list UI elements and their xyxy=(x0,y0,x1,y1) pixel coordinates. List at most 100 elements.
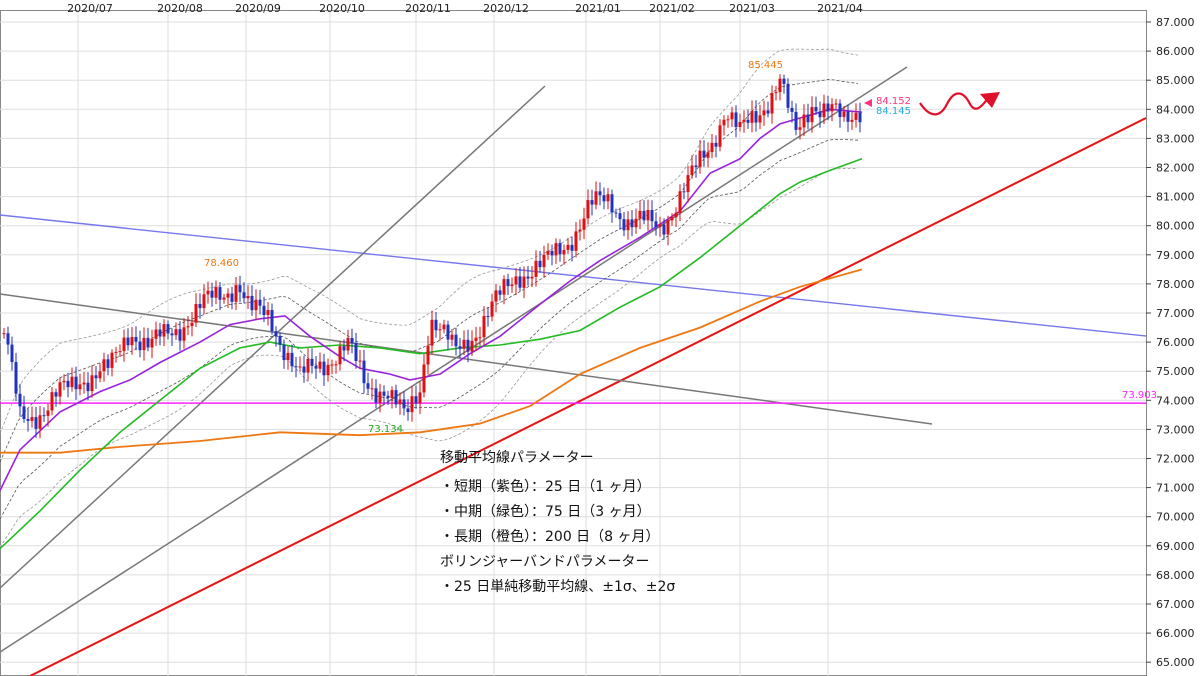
price-annotation: 84.152 xyxy=(876,96,911,107)
candle-body xyxy=(146,337,150,348)
candle-body xyxy=(782,78,786,84)
price-annotation: 78.460 xyxy=(204,258,239,269)
parameter-note: ボリンジャーバンドパラメーター xyxy=(440,554,649,570)
candle-body xyxy=(686,175,690,193)
candle-body xyxy=(218,287,222,300)
candle-body xyxy=(522,276,526,288)
candle-body xyxy=(78,384,82,390)
candle-body xyxy=(50,392,54,411)
candle-body xyxy=(590,200,594,205)
candle-body xyxy=(562,250,566,255)
candle-body xyxy=(578,229,582,232)
candle-body xyxy=(182,327,186,341)
candle-body xyxy=(554,243,558,256)
candle-body xyxy=(230,293,234,302)
candle-body xyxy=(58,382,62,397)
candle-body xyxy=(474,337,478,341)
candle-body xyxy=(450,334,454,340)
candle-body xyxy=(774,92,778,94)
candle-body xyxy=(66,380,70,388)
bollinger-band-line xyxy=(0,138,859,520)
candle-body xyxy=(54,392,58,397)
month-label: 2021/03 xyxy=(729,2,775,15)
month-label: 2021/02 xyxy=(649,2,695,15)
ma25-line xyxy=(0,108,863,491)
candle-body xyxy=(358,360,362,362)
candle-body xyxy=(614,212,618,214)
candle-body xyxy=(398,399,402,405)
candle-body xyxy=(610,194,614,213)
candle-body xyxy=(454,334,458,347)
candle-body xyxy=(742,119,746,122)
candle-body xyxy=(794,111,798,130)
candle-body xyxy=(42,415,46,417)
candle-body xyxy=(718,125,722,147)
bollinger-bands xyxy=(0,48,859,548)
candle-body xyxy=(602,195,606,202)
trend-lines xyxy=(0,66,1147,676)
candle-body xyxy=(530,276,534,279)
candle-body xyxy=(690,165,694,175)
candle-body xyxy=(630,219,634,228)
candle-body xyxy=(306,358,310,373)
bollinger-band-line xyxy=(0,167,859,548)
y-tick-label: 69.000 xyxy=(1156,540,1195,553)
candle-body xyxy=(442,324,446,330)
candle-body xyxy=(242,292,246,299)
current-price-marker-icon xyxy=(864,99,872,107)
candle-body xyxy=(662,224,666,235)
candle-body xyxy=(314,365,318,369)
candle-body xyxy=(62,380,66,383)
candle-body xyxy=(206,290,210,295)
candle-body xyxy=(702,150,706,158)
candle-body xyxy=(238,285,242,293)
month-label: 2020/12 xyxy=(483,2,529,15)
candle-body xyxy=(510,284,514,287)
candle-body xyxy=(414,396,418,404)
candle-body xyxy=(310,358,314,366)
y-tick-label: 73.000 xyxy=(1156,423,1195,436)
candle-body xyxy=(818,111,822,118)
candle-body xyxy=(138,341,142,351)
candle-body xyxy=(598,191,602,196)
candle-body xyxy=(422,364,426,393)
y-tick-label: 75.000 xyxy=(1156,365,1195,378)
ma200-line xyxy=(0,268,863,454)
candle-body xyxy=(334,364,338,366)
candle-body xyxy=(362,360,366,384)
candle-body xyxy=(730,112,734,120)
candle-body xyxy=(486,316,490,317)
y-tick-label: 79.000 xyxy=(1156,249,1195,262)
candlesticks xyxy=(2,74,862,439)
price-annotation: 85.445 xyxy=(748,60,783,71)
candle-body xyxy=(646,210,650,221)
candle-body xyxy=(810,107,814,123)
blue-trend-line xyxy=(0,214,1147,337)
y-tick-label: 66.000 xyxy=(1156,627,1195,640)
candle-body xyxy=(98,371,102,379)
candle-body xyxy=(250,296,254,311)
forecast-arrowhead-icon xyxy=(980,92,1000,108)
parameter-note: ・長期（橙色）：200 日（8 ヶ月） xyxy=(440,528,660,545)
candle-body xyxy=(710,142,714,153)
candle-body xyxy=(94,375,98,379)
price-annotation: 84.145 xyxy=(876,106,911,117)
candle-body xyxy=(70,376,74,388)
candle-body xyxy=(506,279,510,287)
candle-body xyxy=(338,346,342,365)
candle-body xyxy=(406,408,410,413)
candle-body xyxy=(418,392,422,404)
y-tick-label: 76.000 xyxy=(1156,336,1195,349)
parameter-note: ・25 日単純移動平均線、±1σ、±2σ xyxy=(440,579,675,595)
candle-body xyxy=(458,346,462,349)
candle-body xyxy=(10,344,14,363)
month-label: 2020/10 xyxy=(319,2,365,15)
candle-body xyxy=(754,111,758,123)
month-label: 2021/04 xyxy=(817,2,863,15)
price-annotation: 73.903 xyxy=(1122,390,1157,401)
candle-body xyxy=(542,254,546,268)
candle-body xyxy=(270,310,274,332)
candle-body xyxy=(290,352,294,367)
candle-body xyxy=(410,396,414,413)
